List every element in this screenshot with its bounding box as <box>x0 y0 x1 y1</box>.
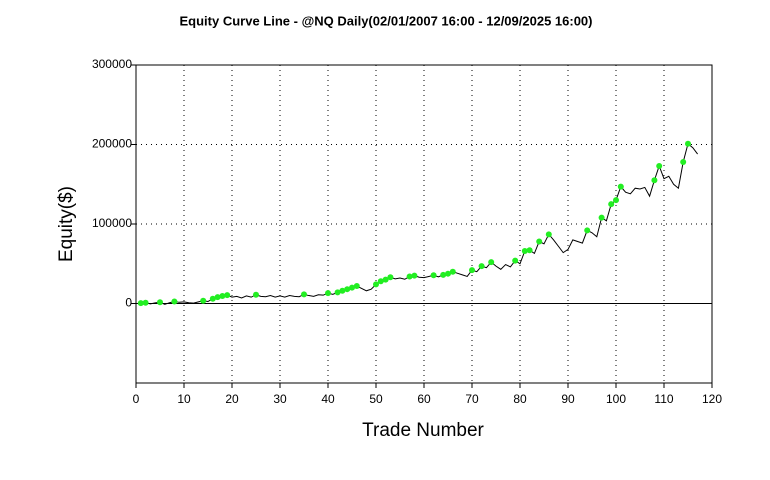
equity-high-marker <box>406 273 413 280</box>
equity-high-marker <box>449 268 456 275</box>
equity-high-marker <box>382 276 389 283</box>
equity-high-marker <box>608 201 615 208</box>
equity-high-marker <box>685 140 691 147</box>
equity-high-marker <box>440 271 447 278</box>
equity-high-marker <box>344 286 351 293</box>
equity-high-marker <box>200 297 207 304</box>
equity-high-marker <box>387 274 394 281</box>
equity-high-marker <box>536 238 543 245</box>
equity-high-marker <box>488 259 495 266</box>
x-tick-label: 60 <box>417 392 431 406</box>
x-tick-label: 80 <box>513 392 527 406</box>
equity-high-marker <box>253 291 259 298</box>
equity-high-marker <box>445 270 451 277</box>
equity-line <box>140 142 698 305</box>
x-tick-label: 10 <box>177 392 191 406</box>
equity-high-marker <box>171 298 178 305</box>
equity-high-marker <box>656 162 663 169</box>
equity-high-marker <box>373 281 379 288</box>
equity-high-marker <box>339 287 346 294</box>
equity-high-marker <box>411 272 418 279</box>
y-tick-label: 300000 <box>92 57 132 71</box>
y-tick-label: 0 <box>125 296 132 310</box>
equity-high-marker <box>334 289 341 296</box>
y-axis-title: Equity($) <box>56 186 77 262</box>
x-tick-label: 100 <box>606 392 626 406</box>
equity-high-marker <box>613 197 619 204</box>
chart-title: Equity Curve Line - @NQ Daily(02/01/2007… <box>180 13 593 28</box>
x-axis-title: Trade Number <box>362 420 484 441</box>
equity-high-marker <box>377 278 384 285</box>
equity-high-marker <box>521 248 528 255</box>
equity-high-marker <box>680 158 687 165</box>
equity-high-marker <box>224 292 231 299</box>
y-tick-label: 200000 <box>92 137 132 151</box>
x-tick-label: 50 <box>369 392 383 406</box>
equity-high-marker <box>598 214 605 221</box>
equity-high-marker <box>430 272 437 279</box>
equity-high-marker <box>469 267 475 274</box>
x-tick-label: 90 <box>561 392 575 406</box>
equity-high-marker <box>214 294 221 301</box>
equity-high-marker <box>353 283 360 290</box>
equity-high-marker <box>651 177 658 184</box>
equity-high-marker <box>209 295 216 302</box>
x-tick-label: 110 <box>654 392 673 406</box>
x-tick-label: 30 <box>273 392 287 406</box>
equity-high-marker <box>142 299 149 306</box>
equity-high-marker <box>137 300 144 307</box>
x-tick-label: 20 <box>225 392 239 406</box>
equity-high-marker <box>219 292 226 299</box>
y-tick-label: 100000 <box>92 216 132 230</box>
equity-high-marker <box>301 291 307 298</box>
equity-high-marker <box>584 227 591 234</box>
x-tick-label: 120 <box>702 392 722 406</box>
equity-high-marker <box>526 247 533 254</box>
equity-high-marker <box>157 299 163 306</box>
equity-high-marker <box>325 290 331 297</box>
equity-high-marker <box>617 183 624 190</box>
x-tick-label: 70 <box>465 392 479 406</box>
x-tick-label: 0 <box>133 392 140 406</box>
equity-high-marker <box>512 257 519 264</box>
equity-high-marker <box>545 231 552 238</box>
x-tick-label: 40 <box>321 392 335 406</box>
equity-high-marker <box>349 284 355 291</box>
equity-high-marker <box>478 263 485 270</box>
